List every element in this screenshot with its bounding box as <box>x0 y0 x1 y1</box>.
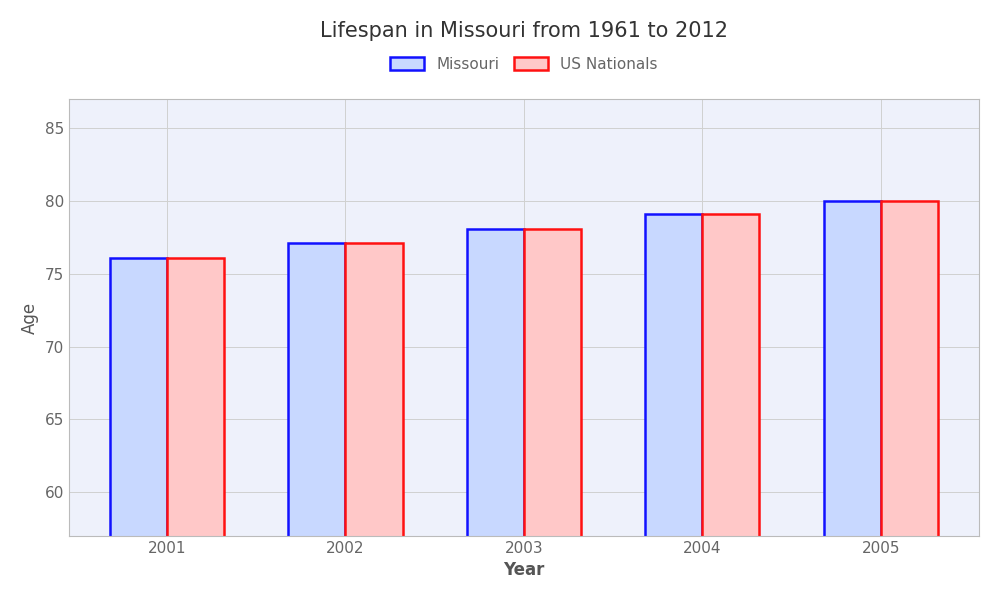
Bar <box>110 258 167 600</box>
Bar <box>881 201 938 600</box>
Bar <box>467 229 524 600</box>
Bar <box>824 201 881 600</box>
Title: Lifespan in Missouri from 1961 to 2012: Lifespan in Missouri from 1961 to 2012 <box>320 21 728 41</box>
Bar <box>645 214 702 600</box>
Bar <box>702 214 759 600</box>
X-axis label: Year: Year <box>503 561 545 579</box>
Y-axis label: Age: Age <box>21 301 39 334</box>
Bar <box>345 244 403 600</box>
Bar <box>524 229 581 600</box>
Legend: Missouri, US Nationals: Missouri, US Nationals <box>390 57 658 72</box>
Bar <box>167 258 224 600</box>
Bar <box>288 244 345 600</box>
